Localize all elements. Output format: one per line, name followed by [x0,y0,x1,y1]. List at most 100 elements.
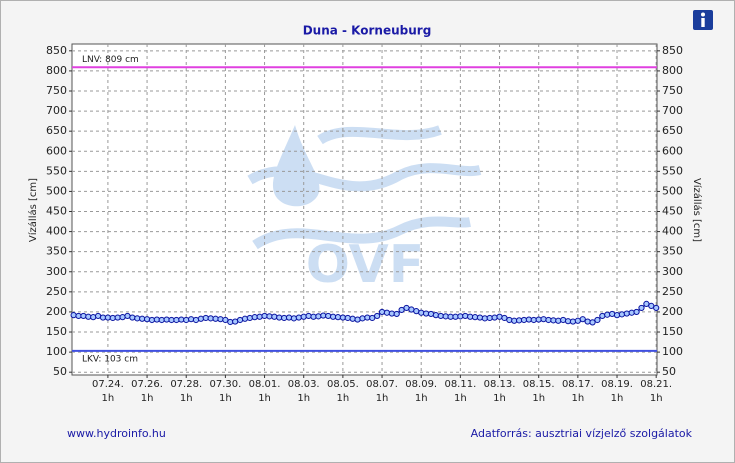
data-point [271,313,278,320]
data-point [334,314,342,321]
data-point [354,316,361,323]
y-tick-label: 450 [46,205,67,218]
y-tick-label: 850 [46,44,67,57]
y2-tick-label: 250 [662,285,683,298]
data-point [251,314,258,321]
y2-tick-label: 600 [662,144,683,157]
data-point [241,315,249,322]
data-point [339,314,346,321]
x-tick-label: 1h [102,393,115,404]
y-tick-label: 400 [46,225,67,238]
data-point [393,310,400,318]
data-point [584,318,591,325]
data-point [374,312,381,320]
data-point [471,314,479,321]
y2-axis-label: Vízállás [cm] [691,178,703,242]
data-point [178,316,185,323]
data-point [427,310,435,318]
x-tick-label: 07.26. [131,379,163,390]
y2-tick-label: 450 [662,205,683,218]
data-point [290,315,298,322]
data-point [491,314,498,321]
data-point [310,313,317,320]
data-point [638,304,645,312]
y-tick-label: 500 [46,184,67,197]
x-tick-label: 08.15. [523,379,555,390]
data-point [486,314,493,322]
data-point [344,314,351,322]
y2-tick-label: 400 [662,225,683,238]
y-tick-label: 150 [46,325,67,338]
x-tick-label: 08.21. [640,379,672,390]
data-point [285,314,293,321]
data-point [452,313,459,320]
data-point [261,312,268,320]
data-point [476,314,484,321]
data-point [183,316,190,324]
y-tick-label: 800 [46,64,67,77]
data-point [70,312,77,319]
data-point [418,309,425,316]
data-point [613,312,621,319]
data-point [202,314,209,322]
y-tick-label: 100 [46,345,67,358]
data-point [594,316,601,324]
data-point [481,315,488,322]
data-point [188,316,195,323]
data-point [511,317,518,324]
data-point [520,316,528,324]
y-tick-label: 700 [46,104,67,117]
y-tick-label: 300 [46,265,67,278]
data-point [540,316,547,323]
data-point [623,310,630,317]
y-tick-label: 350 [46,245,67,258]
y-tick-label: 50 [53,365,67,378]
x-tick-label: 1h [415,393,428,404]
data-point [300,313,307,320]
data-point [163,316,170,323]
x-tick-label: 1h [337,393,350,404]
x-tick-label: 1h [493,393,506,404]
x-tick-label: 1h [376,393,389,404]
data-point [530,316,537,324]
data-point [496,313,503,320]
data-point [119,314,126,321]
data-point [604,311,611,318]
data-point [173,316,180,324]
x-tick-label: 08.05. [327,379,359,390]
data-point [329,313,337,320]
data-point [378,308,386,316]
reference-label: LKV: 103 cm [82,354,138,364]
y2-tick-label: 100 [662,345,683,358]
x-tick-label: 07.24. [92,379,124,390]
data-point [564,318,572,325]
y-tick-label: 750 [46,84,67,97]
data-point [281,314,288,322]
data-point [442,313,449,320]
data-point [197,315,205,322]
x-tick-label: 1h [219,393,232,404]
data-point [599,312,606,320]
data-point [555,317,562,324]
x-tick-label: 08.11. [444,379,476,390]
x-tick-label: 1h [532,393,545,404]
y-tick-label: 650 [46,124,67,137]
data-point [90,314,97,321]
data-point [85,313,92,320]
data-point [143,316,151,323]
watermark: OVF [306,235,425,295]
data-point [276,314,283,321]
info-icon[interactable] [693,10,713,30]
data-point [349,315,356,322]
y2-tick-label: 500 [662,184,683,197]
data-point [212,315,219,322]
data-point [628,309,635,316]
data-point [192,316,200,324]
data-point [467,313,474,320]
y-axis-label: Vízállás [cm] [27,178,39,242]
x-tick-label: 1h [650,393,663,404]
data-point [114,314,121,321]
plot-area [71,43,658,376]
data-point [579,316,586,323]
data-point [139,315,146,322]
